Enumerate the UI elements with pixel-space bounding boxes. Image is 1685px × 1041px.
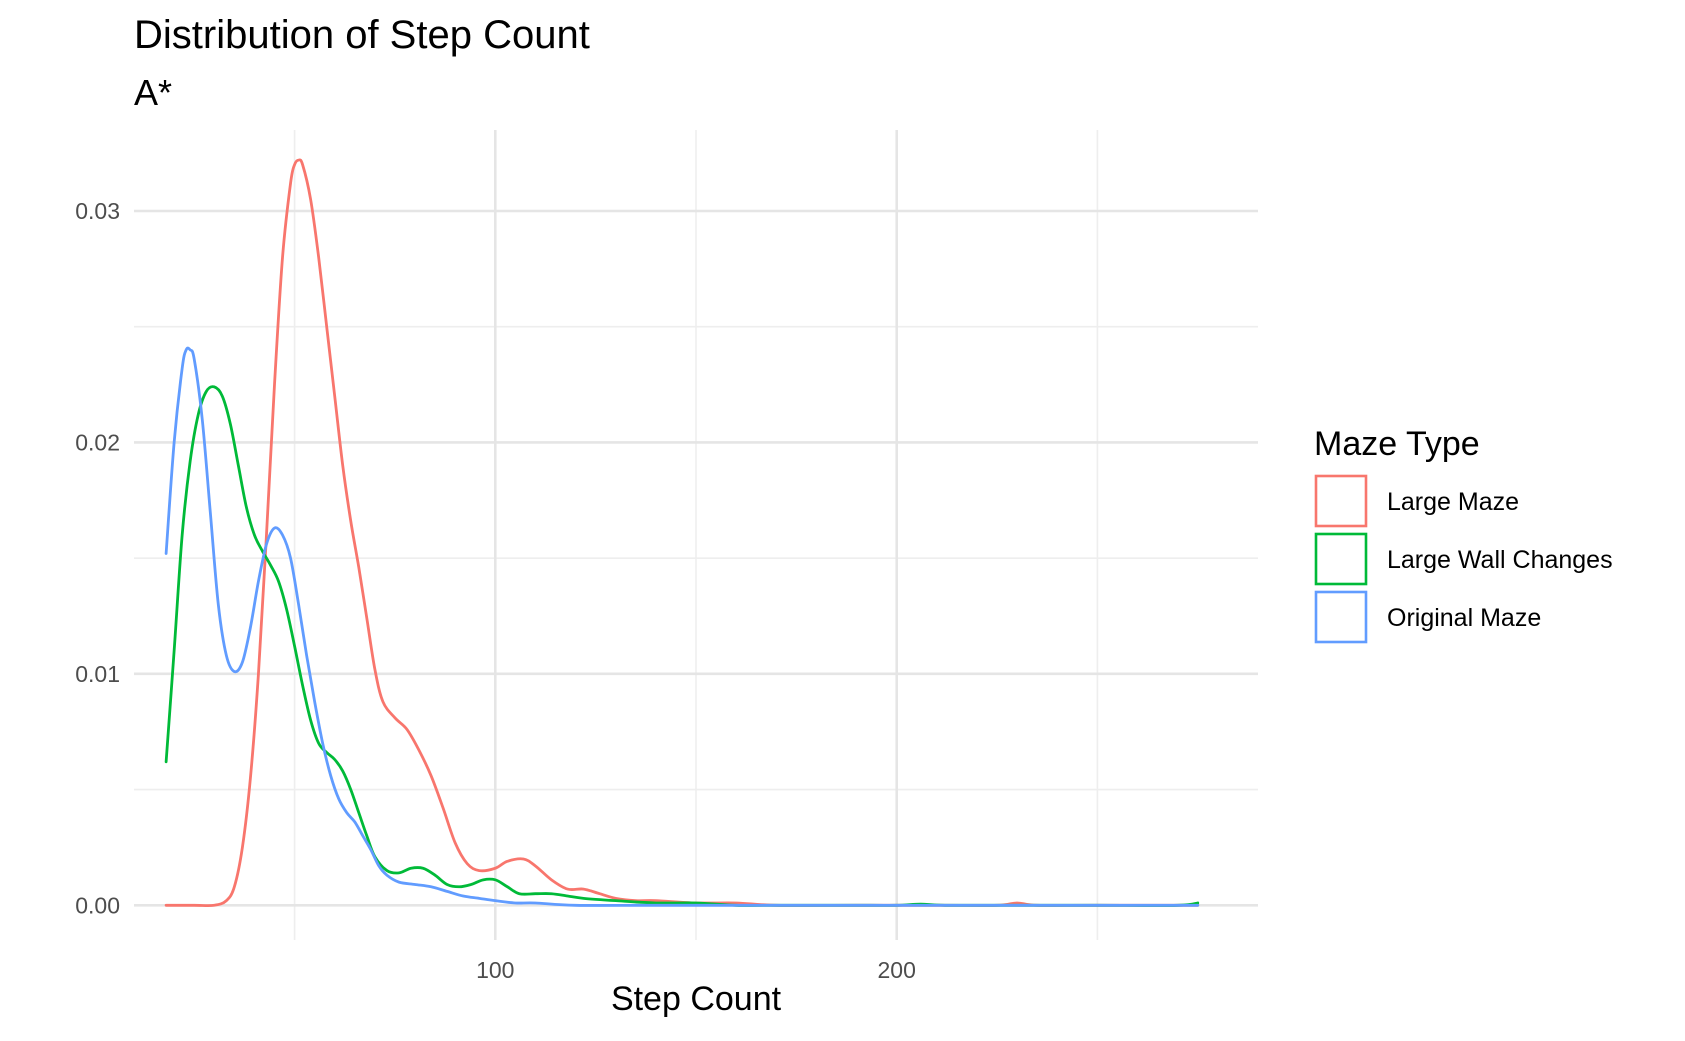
y-axis-tick-labels: 0.00 0.01 0.02 0.03 — [75, 198, 120, 918]
chart-title: Distribution of Step Count — [134, 13, 590, 57]
x-tick-label-1: 200 — [878, 957, 916, 983]
x-axis-title: Step Count — [611, 980, 782, 1018]
minor-gridlines — [134, 130, 1258, 940]
x-axis-tick-labels: 100 200 — [476, 957, 916, 983]
y-tick-label-2: 0.02 — [75, 429, 120, 455]
legend-label-original-maze: Original Maze — [1387, 604, 1541, 632]
density-series — [164, 158, 1200, 908]
legend-key-large-maze — [1314, 474, 1368, 528]
series-line-large-wall-changes — [164, 385, 1200, 907]
legend: Large Maze Large Wall Changes Original Maz… — [1314, 474, 1613, 644]
legend-title: Maze Type — [1314, 425, 1480, 463]
series-line-large-maze — [164, 158, 1200, 908]
series-line-original-maze — [164, 346, 1200, 907]
legend-label-large-wall-changes: Large Wall Changes — [1387, 546, 1613, 574]
legend-label-large-maze: Large Maze — [1387, 488, 1519, 516]
legend-key-large-wall-changes — [1314, 532, 1368, 586]
y-tick-label-1: 0.01 — [75, 661, 120, 687]
chart-subtitle: A* — [134, 72, 172, 113]
y-tick-label-3: 0.03 — [75, 198, 120, 224]
legend-key-original-maze — [1314, 590, 1368, 644]
y-tick-label-0: 0.00 — [75, 892, 120, 918]
x-tick-label-0: 100 — [476, 957, 514, 983]
